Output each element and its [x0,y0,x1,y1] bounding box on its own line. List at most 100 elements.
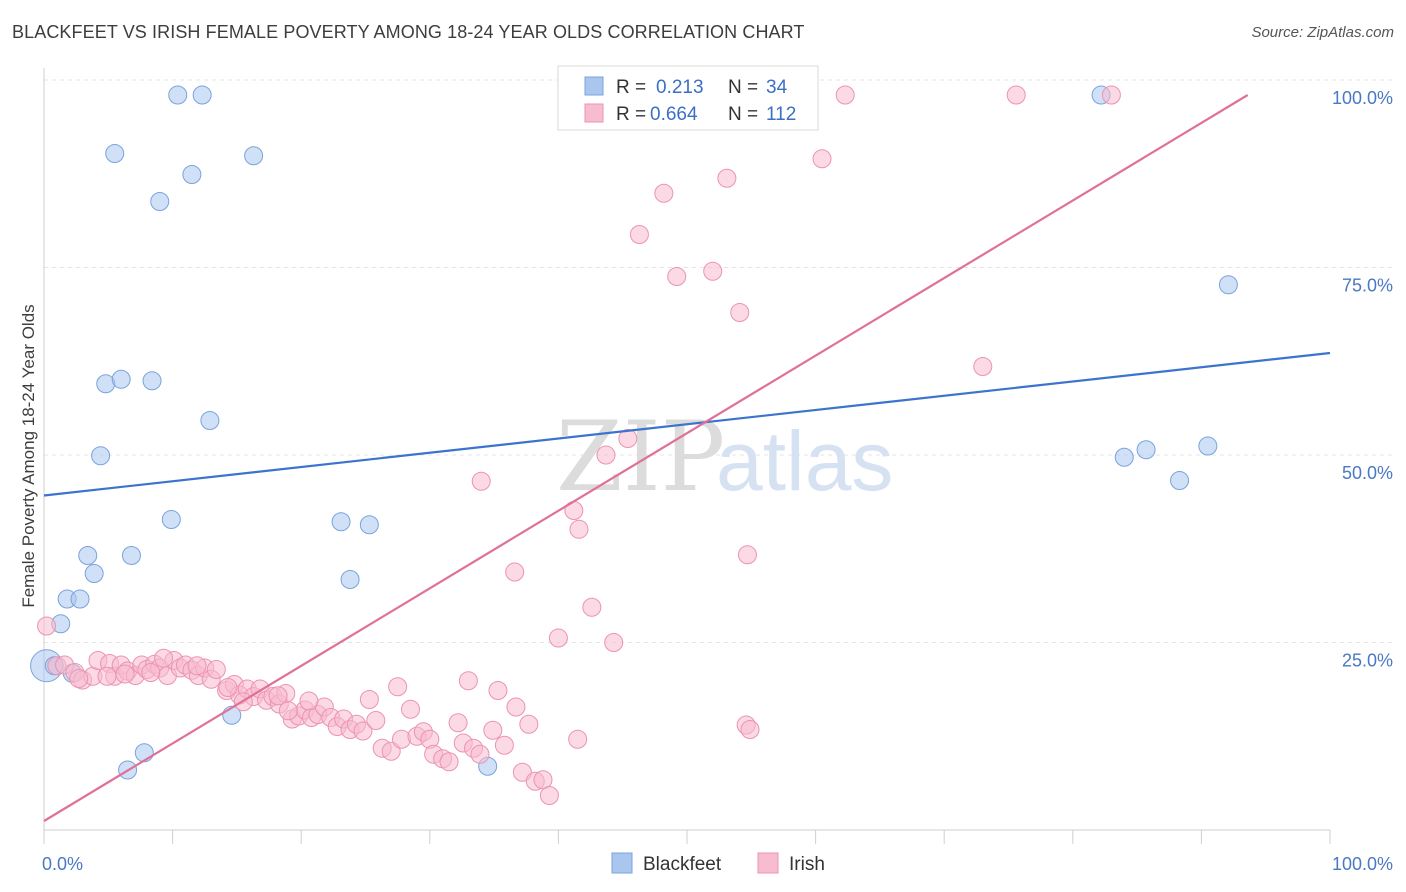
point-irish-23 [604,633,624,652]
y-tick-label-0: 25.0% [1342,651,1393,671]
point-irish-84 [448,713,468,733]
trend-line-blackfeet [43,351,1331,497]
trend-layer [43,94,1331,822]
point-irish-72 [366,711,386,730]
point-irish-102 [69,669,89,688]
legend-r-value-2: 0.664 [650,104,698,125]
point-irish-18 [569,519,589,539]
point-irish-15 [596,445,616,465]
legend-r-value-1: 0.213 [656,77,704,98]
point-blackfeet-25 [70,589,90,609]
point-blackfeet-0 [168,85,188,105]
point-irish-77 [401,699,421,719]
point-irish-110 [278,701,298,721]
watermark-atlas: atlas [716,414,893,508]
point-irish-22 [548,628,568,648]
point-irish-70 [353,721,373,741]
y-axis-title: Female Poverty Among 18-24 Year Olds [19,304,38,607]
bottom-legend-label-blackfeet: Blackfeet [643,854,722,875]
point-irish-13 [973,357,993,376]
legend-r-label-2: R = [616,104,646,125]
bottom-legend-label-irish: Irish [789,854,825,875]
legend-n-value-1: 34 [766,77,788,98]
legend-r-label-1: R = [616,77,646,98]
trend-line-irish [43,94,1249,822]
point-irish-83 [439,752,459,772]
legend-box: R = 0.213 N = 34 R = 0.664 N = 112 [557,65,819,131]
point-irish-71 [359,690,379,709]
y-tick-label-3: 100.0% [1332,88,1393,108]
point-irish-94 [519,714,539,734]
legend-swatch-irish [584,103,604,123]
point-irish-88 [470,744,490,764]
point-irish-89 [483,720,503,740]
bottom-legend-swatch-irish [757,852,779,874]
point-blackfeet-22 [84,564,104,583]
point-blackfeet-23 [340,570,360,589]
point-blackfeet-12 [91,446,111,466]
point-irish-11 [703,261,723,281]
point-blackfeet-19 [359,515,379,535]
legend-n-value-2: 112 [766,104,796,125]
x-tick-label-0: 0.0% [42,854,83,874]
point-blackfeet-16 [1170,471,1190,490]
legend-swatch-blackfeet [584,76,604,96]
point-irish-14 [618,429,638,448]
point-blackfeet-13 [1114,447,1134,467]
point-irish-103 [115,664,135,684]
tick-labels: 25.0% 50.0% 75.0% 100.0% 0.0% 100.0% [42,88,1393,874]
point-irish-86 [458,671,478,691]
point-irish-91 [494,735,514,755]
point-irish-90 [488,681,508,700]
point-irish-5 [1101,85,1121,105]
point-blackfeet-20 [78,546,98,565]
point-irish-98 [568,729,588,749]
gridlines [44,79,1394,643]
point-irish-21 [582,597,602,617]
point-irish-76 [392,729,412,749]
legend-n-label-2: N = [728,104,758,125]
source-label: Source: ZipAtlas.com [1251,24,1394,41]
legend-n-label-1: N = [728,77,758,98]
point-irish-100 [740,720,760,739]
watermark: ZIP atlas [556,401,893,513]
point-irish-3 [835,85,855,105]
point-irish-75 [388,677,408,697]
point-irish-111 [299,691,319,711]
point-irish-104 [141,663,161,682]
point-blackfeet-31 [134,743,154,763]
chart-title: BLACKFEET VS IRISH FEMALE POVERTY AMONG … [12,22,805,42]
point-blackfeet-7 [1218,275,1238,295]
point-irish-6 [812,149,832,169]
point-blackfeet-1 [192,85,212,105]
point-blackfeet-4 [244,146,264,166]
point-blackfeet-9 [111,369,131,389]
point-blackfeet-11 [200,411,220,430]
axes [43,68,1331,844]
point-irish-106 [187,656,207,676]
series-irish [37,85,1121,805]
point-irish-10 [667,267,687,286]
point-blackfeet-3 [105,144,125,163]
point-blackfeet-17 [161,510,181,529]
point-blackfeet-5 [182,165,202,184]
point-irish-105 [154,648,174,668]
point-irish-48 [206,660,226,679]
point-irish-24 [37,616,57,636]
point-irish-20 [505,562,525,582]
point-blackfeet-15 [1198,436,1218,456]
point-irish-4 [1006,85,1026,105]
point-irish-8 [654,183,674,203]
point-irish-9 [629,225,649,244]
y-tick-label-2: 75.0% [1342,276,1393,296]
point-irish-97 [539,786,559,805]
y-tick-label-1: 50.0% [1342,463,1393,483]
bottom-legend: Blackfeet Irish [611,852,825,875]
point-irish-107 [218,678,238,697]
x-tick-label-1: 100.0% [1332,854,1393,874]
point-irish-12 [730,303,750,322]
points-layer [30,85,1238,805]
point-blackfeet-18 [331,512,351,532]
point-blackfeet-10 [142,371,162,391]
